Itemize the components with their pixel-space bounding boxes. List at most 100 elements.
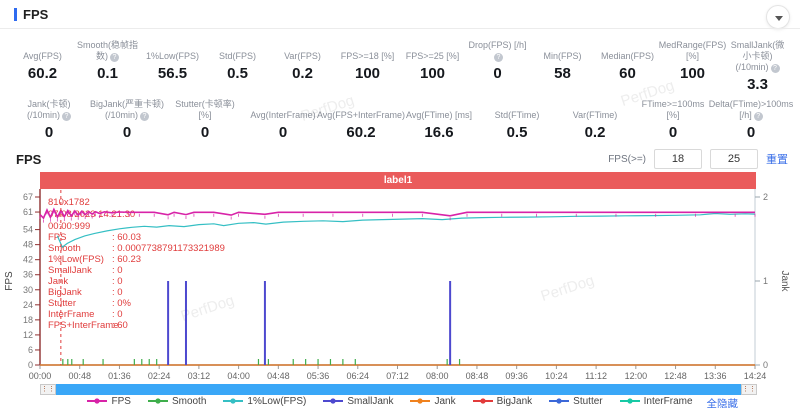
chart-text: 06:24	[347, 371, 370, 381]
stat-cell: Var(FTime) 0.2	[556, 99, 634, 141]
stat-value: 60.2	[346, 124, 376, 141]
stat-cell: Std(FTime) 0.5	[478, 99, 556, 141]
stat-cell: Avg(InterFrame) 0	[244, 99, 322, 141]
stat-value: 100	[419, 65, 446, 82]
stat-cell: SmallJank(微小卡顿) (/10min)? 3.3	[725, 40, 790, 93]
stats-row-2: Jank(卡顿) (/10min)? 0 BigJank(严重卡顿) (/10min)?…	[10, 99, 793, 141]
chart-text: Jank	[48, 276, 68, 287]
chart-text: 6	[28, 345, 33, 355]
chart-text: 00:00	[29, 371, 52, 381]
chart-label-banner: label1	[40, 172, 756, 189]
stat-value: 100	[354, 65, 381, 82]
chart-text: 04:48	[267, 371, 290, 381]
chart-text: 67	[23, 192, 33, 202]
chart-text: 12:00	[625, 371, 648, 381]
chart-text: 2	[763, 192, 768, 202]
header-divider	[0, 28, 800, 29]
stat-value: 60	[619, 65, 636, 82]
chart-text: 00:00:999	[48, 221, 90, 232]
chart-text: Jank	[779, 270, 790, 292]
stat-cell: Min(FPS) 58	[530, 40, 595, 93]
info-icon[interactable]: ?	[770, 64, 780, 73]
chart-text: Stutter	[48, 298, 76, 309]
legend-label: Jank	[434, 395, 456, 407]
threshold-apply-link[interactable]: 重置	[766, 154, 788, 166]
scrollbar-handle-right[interactable]: ⋮⋮	[741, 384, 757, 395]
legend-item-stutter[interactable]: Stutter	[549, 396, 603, 407]
legend-label: SmallJank	[347, 395, 394, 407]
chart-text: 07:12	[386, 371, 409, 381]
stat-label: SmallJank(微小卡顿) (/10min)?	[730, 40, 785, 73]
stat-cell: Avg(FTime) [ms] 16.6	[400, 99, 478, 141]
stat-cell: Std(FPS) 0.5	[205, 40, 270, 93]
legend-item-smooth[interactable]: Smooth	[147, 396, 206, 407]
scrollbar-handle-left[interactable]: ⋮⋮	[40, 384, 56, 395]
legend-item-1-low-fps-[interactable]: 1%Low(FPS)	[223, 396, 306, 407]
legend-marker-icon	[323, 398, 344, 404]
stat-cell: Drop(FPS) [/h]? 0	[465, 40, 530, 93]
collapse-button[interactable]	[766, 5, 790, 29]
stat-value: 56.5	[157, 65, 188, 82]
stat-label: Avg(InterFrame)	[250, 110, 316, 120]
info-icon[interactable]: ?	[62, 112, 71, 121]
fps-threshold-high-input[interactable]	[710, 149, 758, 169]
legend-marker-icon	[549, 398, 570, 404]
legend-label: BigJank	[496, 395, 533, 407]
chart-text: : 0	[112, 309, 123, 320]
stat-value: 0.5	[506, 124, 528, 141]
stat-label: Std(FPS)	[218, 51, 256, 61]
chart-text: InterFrame	[48, 309, 94, 320]
stat-cell: Smooth(稳帧指数)? 0.1	[75, 40, 140, 93]
chart-text: : 60.23	[112, 254, 141, 265]
stat-value: 0.2	[584, 124, 606, 141]
fps-threshold-low-input[interactable]	[654, 149, 702, 169]
chart-text: FPS+InterFrame	[48, 320, 118, 331]
stat-value: 0.1	[97, 65, 118, 82]
info-icon[interactable]: ?	[140, 112, 149, 121]
chart-text: 08:48	[466, 371, 489, 381]
chart-text: 42	[23, 255, 33, 265]
stat-label: Stutter(卡顿率) [%]	[175, 99, 235, 120]
stat-cell: Avg(FPS) 60.2	[10, 40, 75, 93]
chart-text: 0	[28, 360, 33, 370]
legend-item-smalljank[interactable]: SmallJank	[323, 396, 393, 407]
chart-text: 1	[763, 276, 768, 286]
scrollbar-track[interactable]	[56, 384, 741, 395]
stat-cell: 1%Low(FPS) 56.5	[140, 40, 205, 93]
legend-item-bigjank[interactable]: BigJank	[472, 395, 533, 407]
info-icon[interactable]: ?	[753, 112, 763, 121]
stat-label: Var(FPS)	[284, 51, 321, 61]
chart-text: : 0	[112, 265, 123, 276]
stat-cell: Avg(FPS+InterFrame) 60.2	[317, 99, 405, 141]
chart-text: : 60.03	[112, 232, 141, 243]
chart-header: FPS FPS(>=) 重置	[0, 148, 800, 172]
chart-text: 02:24	[148, 371, 171, 381]
legend-item-fps[interactable]: FPS	[87, 396, 131, 407]
chart-text: 11:12	[585, 371, 607, 381]
info-icon[interactable]: ?	[494, 53, 503, 62]
stat-value: 3.3	[747, 76, 768, 93]
stat-label: Jank(卡顿) (/10min)?	[26, 99, 71, 121]
stat-value: 0	[200, 124, 210, 141]
chart-text: 13:36	[704, 371, 727, 381]
chart-text: BigJank	[48, 287, 82, 298]
legend-marker-icon	[223, 398, 244, 404]
stat-label: Avg(FPS+InterFrame)	[316, 110, 406, 120]
panel-header: FPS	[0, 0, 800, 29]
stat-value: 0	[278, 124, 288, 141]
stat-label: BigJank(严重卡顿) (/10min)?	[90, 99, 165, 121]
info-icon[interactable]: ?	[110, 53, 119, 62]
header-accent-bar	[14, 8, 17, 21]
stat-cell: Stutter(卡顿率) [%] 0	[166, 99, 244, 141]
chart-text: 12:48	[664, 371, 687, 381]
series-1-low-fps-	[56, 212, 756, 249]
chart-text: 30	[23, 285, 33, 295]
chart-text: : 0.0007738791173321989	[112, 243, 225, 254]
legend-item-jank[interactable]: Jank	[410, 395, 456, 407]
stat-value: 0	[746, 124, 756, 141]
legend-item-interframe[interactable]: InterFrame	[619, 396, 693, 407]
legend-marker-icon	[147, 398, 168, 404]
hide-all-link[interactable]: 全隐藏	[706, 398, 739, 408]
stats-panel: Avg(FPS) 60.2 Smooth(稳帧指数)? 0.1 1%Low(FPS) 56…	[10, 32, 793, 146]
